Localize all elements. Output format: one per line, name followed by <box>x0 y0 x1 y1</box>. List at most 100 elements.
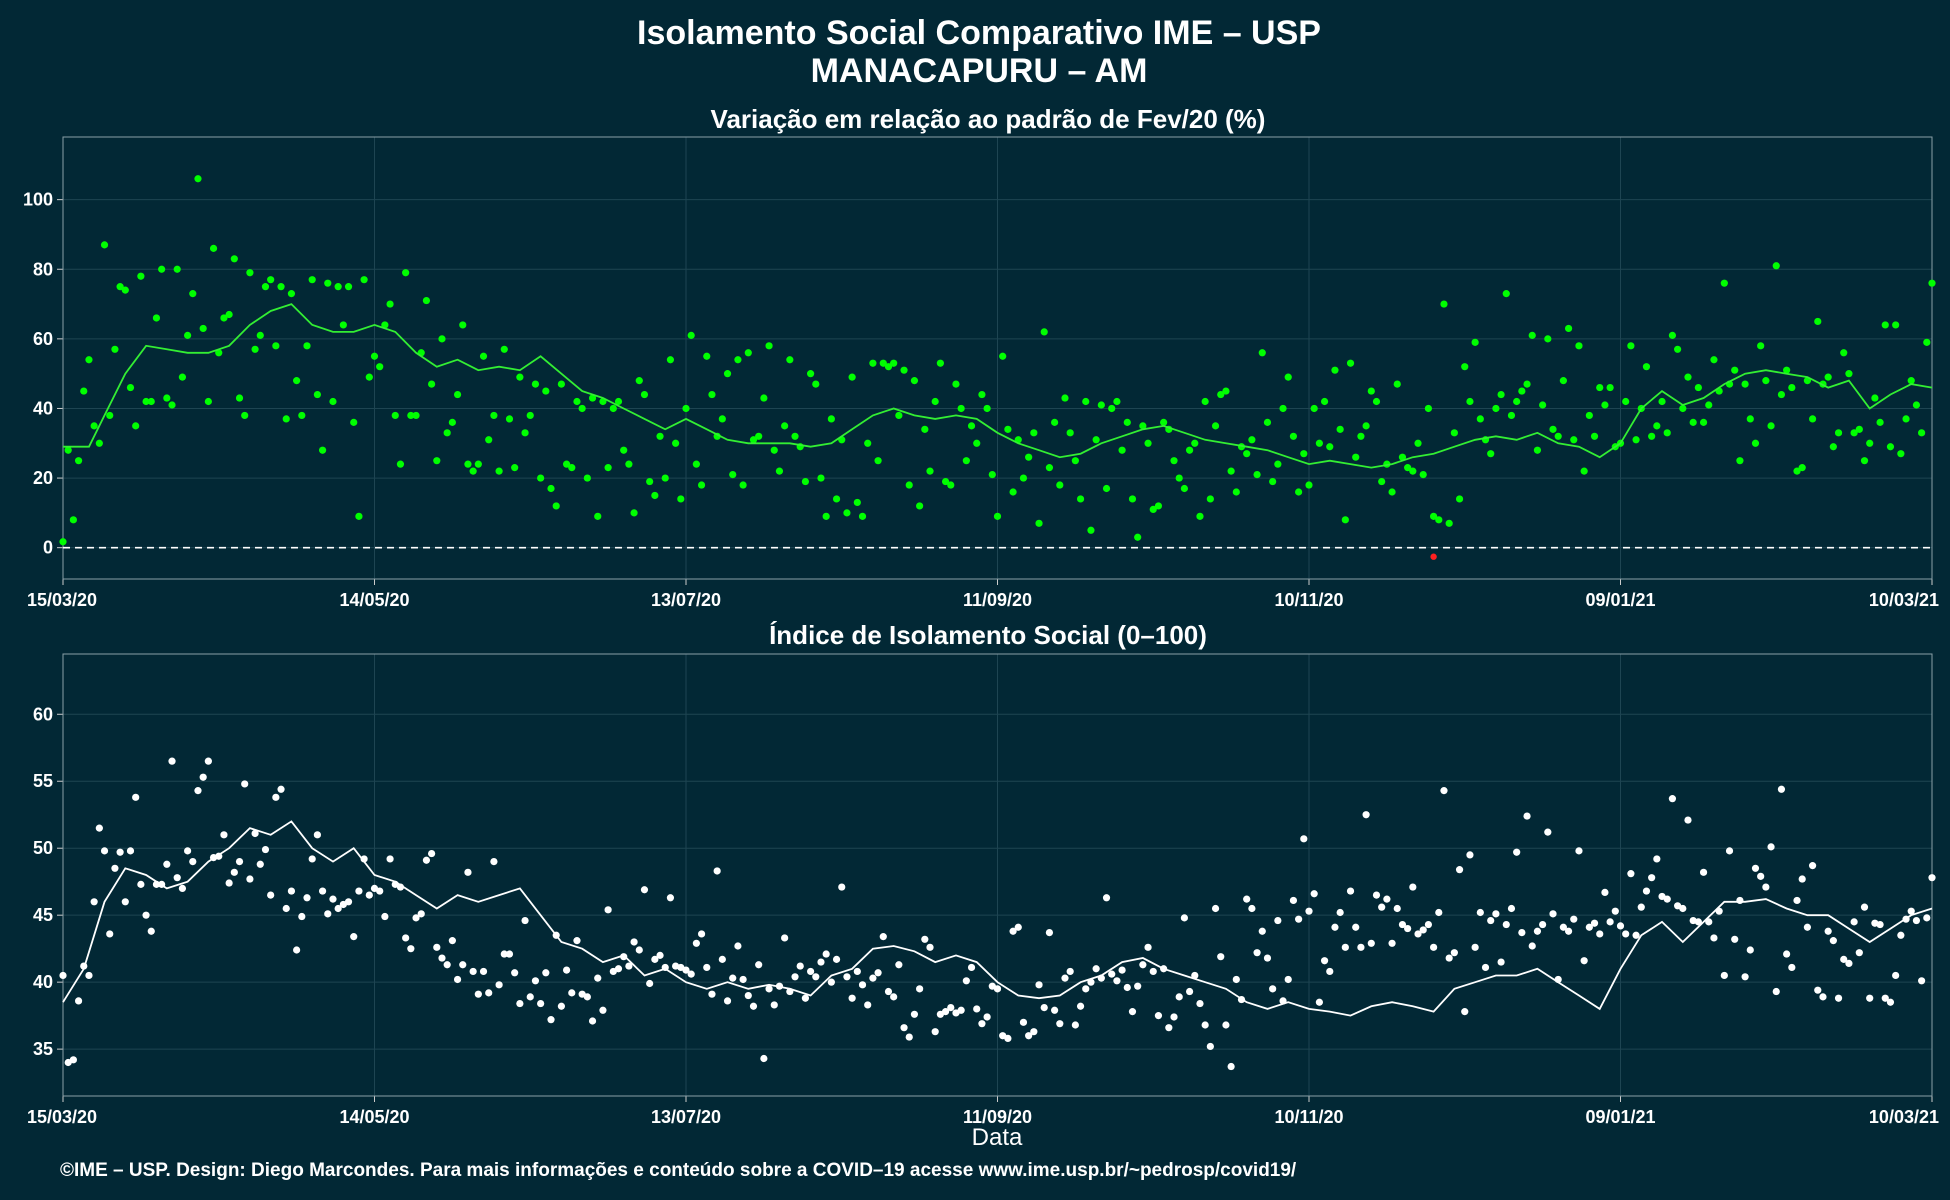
data-point <box>59 538 67 546</box>
data-point <box>1009 488 1017 496</box>
data-point <box>438 954 446 962</box>
data-point <box>630 938 638 946</box>
x-tick-label: 11/09/20 <box>963 1107 1032 1127</box>
data-point <box>511 969 519 977</box>
data-point <box>137 272 145 280</box>
data-point <box>422 296 431 305</box>
data-point <box>173 265 181 273</box>
data-point <box>1056 481 1064 489</box>
data-point <box>1596 930 1604 938</box>
data-point <box>1388 939 1396 947</box>
data-point <box>900 366 908 374</box>
data-point <box>412 914 420 922</box>
data-point <box>1305 907 1313 915</box>
data-point <box>1559 377 1567 385</box>
data-point <box>1772 987 1780 996</box>
data-point <box>573 397 581 406</box>
data-point <box>879 933 887 941</box>
data-point <box>1258 927 1266 935</box>
data-point <box>744 991 752 1000</box>
data-point <box>1653 422 1661 430</box>
data-point <box>1834 429 1843 437</box>
x-tick-label: 09/01/21 <box>1585 590 1655 610</box>
data-point <box>95 824 103 832</box>
data-point <box>775 467 784 475</box>
data-point <box>1201 1021 1209 1029</box>
data-point <box>433 943 441 951</box>
data-point <box>1201 397 1209 406</box>
data-point <box>910 1010 919 1018</box>
data-point <box>1694 383 1702 392</box>
data-point <box>1175 474 1183 482</box>
data-point <box>1227 1062 1235 1071</box>
data-point <box>1253 470 1261 479</box>
data-point <box>666 894 675 902</box>
data-point <box>318 446 327 454</box>
data-point <box>1217 390 1225 399</box>
data-point <box>220 314 228 322</box>
data-point <box>973 1005 981 1013</box>
data-point <box>381 321 389 329</box>
data-point <box>277 283 285 291</box>
negative-data-point <box>1430 553 1437 560</box>
data-point <box>1435 516 1443 524</box>
data-point <box>547 1016 555 1024</box>
data-point <box>1014 923 1022 931</box>
data-point <box>209 244 218 252</box>
data-point <box>1699 868 1708 876</box>
data-point <box>1788 383 1796 392</box>
data-point <box>781 422 789 430</box>
data-point <box>1481 963 1490 972</box>
data-point <box>106 930 114 938</box>
data-point <box>1315 439 1323 447</box>
data-point <box>1004 1034 1012 1043</box>
data-point <box>1326 443 1334 451</box>
data-point <box>1388 488 1396 496</box>
data-point <box>350 418 358 426</box>
data-point <box>396 460 405 468</box>
data-point <box>1663 429 1671 437</box>
data-point <box>1289 896 1298 905</box>
data-point <box>1170 1013 1178 1021</box>
data-point <box>1372 891 1381 899</box>
data-point <box>1414 439 1422 447</box>
data-point <box>926 467 934 475</box>
y-tick-label: 0 <box>43 538 53 558</box>
data-point <box>1897 450 1905 458</box>
data-point <box>1440 787 1448 795</box>
data-point <box>505 950 514 958</box>
data-point <box>74 997 83 1005</box>
data-point <box>277 785 285 793</box>
data-point <box>531 977 540 985</box>
data-point <box>1751 439 1760 447</box>
data-point <box>1627 870 1635 878</box>
data-point <box>1824 927 1832 935</box>
data-point <box>562 460 571 468</box>
data-point <box>90 422 98 430</box>
data-point <box>1378 477 1386 486</box>
moving-average-line <box>63 303 1933 469</box>
data-point <box>864 439 872 447</box>
panel-variation: 15/03/20 14/05/20 13/07/20 11/09/20 10/11/20… <box>23 136 1939 610</box>
data-point <box>1720 971 1728 980</box>
data-point <box>158 265 166 273</box>
data-point <box>1731 366 1739 374</box>
data-point <box>241 780 249 788</box>
data-point <box>163 394 171 402</box>
data-point <box>537 999 545 1008</box>
data-point <box>293 377 301 385</box>
data-point <box>1076 1002 1085 1010</box>
data-point <box>1040 1004 1048 1012</box>
data-point <box>640 886 649 894</box>
data-point <box>407 411 415 420</box>
data-point <box>116 848 124 856</box>
data-point <box>220 831 228 839</box>
data-point <box>1102 894 1111 902</box>
data-point <box>142 397 150 406</box>
data-point <box>184 847 192 855</box>
data-point <box>100 241 109 249</box>
data-point <box>869 359 877 367</box>
data-point <box>1134 533 1142 541</box>
data-point <box>282 904 290 913</box>
data-point <box>1684 816 1692 824</box>
